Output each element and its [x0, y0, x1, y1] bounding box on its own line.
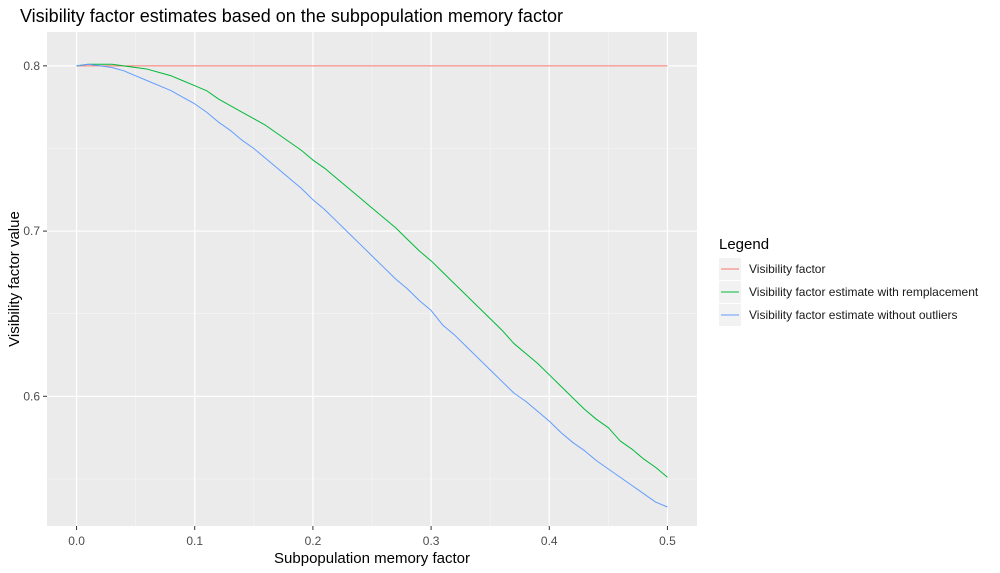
series-line-visibility-factor-estimate-without-outliers — [76, 63, 668, 508]
series-line-visibility-factor-estimate-with-remplacement — [76, 63, 668, 478]
x-tick-label: 0.0 — [68, 534, 85, 548]
legend-label-visibility-factor-estimate-with-remplacement: Visibility factor estimate with remplace… — [749, 285, 979, 299]
y-tick-label: 0.6 — [23, 389, 40, 403]
x-tick-label: 0.2 — [305, 534, 322, 548]
x-tick-label: 0.1 — [186, 534, 203, 548]
chart-title: Visibility factor estimates based on the… — [20, 6, 563, 26]
x-tick-label: 0.3 — [423, 534, 440, 548]
x-axis-title: Subpopulation memory factor — [274, 550, 470, 567]
x-tick-label: 0.5 — [659, 534, 676, 548]
y-axis-title: Visibility factor value — [6, 211, 23, 347]
grid-minor — [47, 32, 697, 526]
x-tick-label: 0.4 — [541, 534, 558, 548]
grid-major — [47, 32, 697, 526]
series-lines — [76, 63, 668, 508]
y-tick-label: 0.8 — [23, 59, 40, 73]
legend: Legend Visibility factor Visibility facto… — [719, 236, 979, 326]
legend-label-visibility-factor-estimate-without-outliers: Visibility factor estimate without outli… — [749, 308, 958, 322]
legend-label-visibility-factor: Visibility factor — [749, 262, 825, 276]
legend-title: Legend — [719, 236, 769, 253]
x-axis: 0.0 0.1 0.2 0.3 0.4 0.5 — [68, 526, 676, 548]
y-axis: 0.6 0.7 0.8 — [23, 59, 47, 403]
y-tick-label: 0.7 — [23, 224, 40, 238]
